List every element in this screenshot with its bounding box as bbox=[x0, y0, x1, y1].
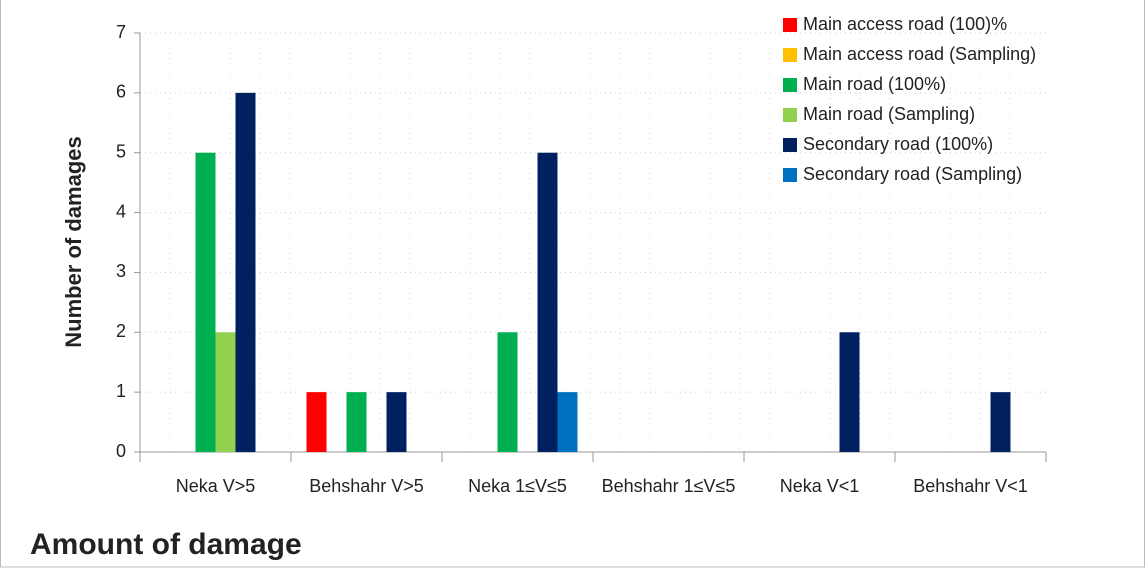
legend-swatch bbox=[783, 108, 797, 122]
x-tick-label: Neka V<1 bbox=[779, 476, 860, 496]
x-tick-label: Behshahr 1≤V≤5 bbox=[601, 476, 736, 496]
legend-label: Main access road (100)% bbox=[803, 14, 1007, 34]
bar bbox=[306, 392, 327, 452]
legend-swatch bbox=[783, 138, 797, 152]
x-tick-label: Behshahr V>5 bbox=[309, 476, 424, 496]
y-tick-label: 0 bbox=[116, 441, 126, 461]
bar bbox=[839, 332, 860, 452]
x-tick-label: Neka 1≤V≤5 bbox=[468, 476, 567, 496]
y-tick-label: 2 bbox=[116, 321, 126, 341]
y-axis-title: Number of damages bbox=[61, 136, 86, 348]
bar bbox=[557, 392, 578, 452]
y-tick-label: 6 bbox=[116, 82, 126, 102]
bar bbox=[215, 332, 236, 452]
y-tick-label: 4 bbox=[116, 201, 126, 221]
legend-label: Secondary road (Sampling) bbox=[803, 164, 1022, 184]
legend-swatch bbox=[783, 168, 797, 182]
legend-label: Secondary road (100%) bbox=[803, 134, 993, 154]
x-tick-label: Behshahr V<1 bbox=[913, 476, 1028, 496]
legend-label: Main road (100%) bbox=[803, 74, 946, 94]
bar bbox=[537, 152, 558, 452]
bar bbox=[346, 392, 367, 452]
bar bbox=[386, 392, 407, 452]
bar bbox=[235, 92, 256, 452]
legend-label: Main access road (Sampling) bbox=[803, 44, 1036, 64]
x-tick-label: Neka V>5 bbox=[175, 476, 256, 496]
y-tick-label: 3 bbox=[116, 261, 126, 281]
y-tick-label: 5 bbox=[116, 141, 126, 161]
bar bbox=[497, 332, 518, 452]
legend-label: Main road (Sampling) bbox=[803, 104, 975, 124]
x-axis-title: Amount of damage bbox=[30, 528, 302, 561]
y-tick-label: 1 bbox=[116, 381, 126, 401]
bar bbox=[990, 392, 1011, 452]
legend-swatch bbox=[783, 48, 797, 62]
y-tick-label: 7 bbox=[116, 22, 126, 42]
legend-swatch bbox=[783, 78, 797, 92]
legend-swatch bbox=[783, 18, 797, 32]
bar bbox=[195, 152, 216, 452]
